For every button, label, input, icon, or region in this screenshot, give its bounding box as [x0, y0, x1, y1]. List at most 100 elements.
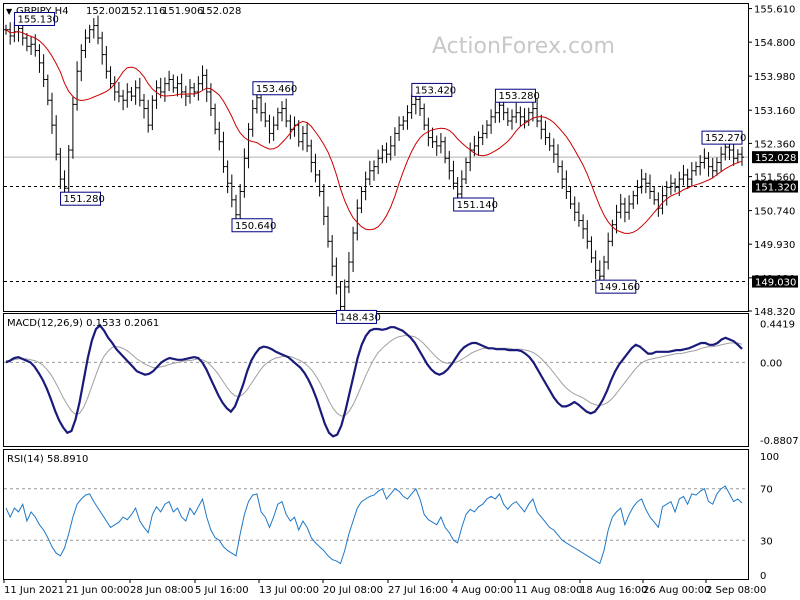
- price-bar: [476, 131, 481, 156]
- low-value: 151.906: [162, 6, 203, 17]
- price-bar: [735, 149, 740, 164]
- price-bar: [593, 250, 598, 280]
- annotation-box: [411, 82, 453, 97]
- price-bar: [547, 132, 552, 151]
- annotation-label: 151.140: [457, 200, 498, 211]
- price-bar: [200, 65, 205, 90]
- price-bar: [430, 127, 435, 148]
- price-bar: [104, 45, 109, 79]
- price-bar: [280, 101, 284, 122]
- rsi-axis-label: 100: [760, 452, 779, 463]
- annotation-box: [60, 191, 102, 206]
- x-axis-label: 21 Jun 00:00: [66, 585, 130, 596]
- price-bar: [660, 185, 665, 215]
- x-axis-label: 5 Jul 16:00: [195, 585, 249, 596]
- price-bar: [685, 168, 690, 190]
- rsi-line: [5, 485, 743, 565]
- price-bar: [631, 190, 636, 209]
- price-axis-label: 150.740: [754, 207, 795, 218]
- price-bar: [668, 174, 673, 195]
- price-axis-label: 153.160: [754, 106, 795, 117]
- x-axis-label: 2 Sep 08:00: [706, 585, 766, 596]
- price-bar: [91, 18, 96, 39]
- symbol-label: GBPJPY,H4: [16, 6, 69, 17]
- price-bar: [526, 107, 531, 126]
- price-bar: [342, 279, 347, 316]
- price-annotation: 149.160: [595, 276, 640, 294]
- annotation-label: 155.130: [18, 14, 59, 25]
- price-bar: [188, 79, 192, 104]
- price-bar: [556, 144, 560, 173]
- price-bar: [54, 115, 59, 161]
- high-value: 152.116: [124, 6, 165, 17]
- annotation-label: 153.280: [498, 91, 539, 102]
- price-bar: [627, 195, 632, 220]
- axis-layer: 155.610 154.800 153.980 153.160 152.360 151.5…: [3, 5, 799, 596]
- price-bar: [689, 162, 694, 187]
- price-bar: [217, 121, 222, 151]
- x-axis-label: 20 Jul 08:00: [323, 585, 383, 596]
- annotation-box: [252, 81, 294, 96]
- price-bar: [443, 136, 448, 164]
- level-badge-bg: [752, 275, 798, 288]
- price-bar: [459, 170, 464, 202]
- price-axis-label: 155.610: [754, 5, 795, 16]
- price-annotation: 155.130: [14, 11, 59, 29]
- annotation-label: 151.280: [64, 194, 105, 205]
- price-bar: [37, 44, 42, 73]
- price-axis-label: 154.800: [754, 38, 795, 49]
- price-bar: [24, 33, 29, 52]
- x-axis-label: 18 Aug 16:00: [580, 585, 647, 596]
- price-bar: [581, 214, 586, 239]
- price-bar: [326, 206, 330, 248]
- close-value: 152.028: [200, 6, 241, 17]
- x-axis-label: 26 Aug 00:00: [643, 585, 710, 596]
- x-axis-label: 13 Jul 00:00: [259, 585, 319, 596]
- macd-line: [5, 323, 743, 438]
- price-bar: [41, 54, 46, 87]
- price-bar: [719, 146, 724, 172]
- level-badge: 149.030: [755, 278, 796, 289]
- price-bar: [367, 160, 372, 186]
- rsi-label: RSI(14) 58.8910: [7, 454, 88, 465]
- price-bar: [263, 102, 268, 128]
- price-bar: [576, 202, 581, 227]
- macd-axis-label: -0.8807: [760, 436, 799, 447]
- x-axis-label: 27 Jul 16:00: [388, 585, 448, 596]
- price-bar: [112, 76, 117, 101]
- price-bar: [422, 103, 427, 131]
- rsi-panel-frame: [3, 449, 749, 580]
- price-bar: [589, 236, 594, 263]
- price-bar: [29, 36, 34, 56]
- price-bar: [121, 89, 126, 111]
- level-badge: 151.320: [755, 183, 796, 194]
- price-bar: [522, 108, 527, 129]
- price-bar: [213, 103, 218, 135]
- macd-layer: [4, 323, 748, 438]
- open-value: 152.002: [86, 6, 127, 17]
- annotation-label: 150.640: [235, 221, 276, 232]
- price-bar: [171, 74, 176, 93]
- price-bar: [242, 148, 247, 198]
- price-bar: [539, 114, 544, 140]
- price-bar: [543, 120, 548, 146]
- level-badge-bg: [752, 180, 798, 193]
- price-bar: [681, 164, 686, 186]
- price-bar: [614, 204, 619, 234]
- price-bar: [8, 22, 13, 45]
- price-bar: [45, 74, 50, 106]
- price-bar: [192, 82, 197, 97]
- price-bar: [392, 127, 397, 156]
- price-header: ▼ GBPJPY,H4 152.002 152.116 151.906 152.…: [6, 6, 241, 17]
- price-bar: [405, 105, 410, 130]
- price-bar: [438, 133, 443, 154]
- price-bar: [518, 106, 523, 127]
- macd-axis-label: 0.00: [760, 358, 782, 369]
- price-bar: [309, 139, 314, 173]
- macd-axis-label: 0.4419: [760, 320, 795, 331]
- price-bar: [464, 157, 468, 185]
- price-bar: [317, 169, 322, 197]
- price-bar: [535, 98, 540, 128]
- price-bar: [150, 95, 155, 131]
